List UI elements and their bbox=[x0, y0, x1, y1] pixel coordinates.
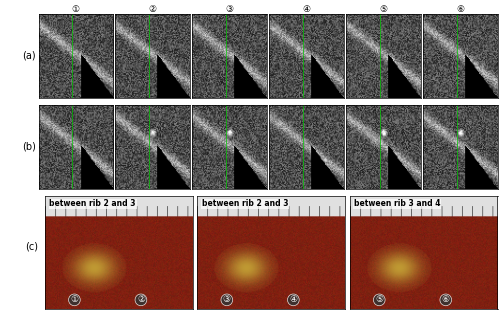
Text: ④: ④ bbox=[290, 295, 298, 305]
Text: between rib 2 and 3: between rib 2 and 3 bbox=[202, 199, 288, 208]
Title: ④: ④ bbox=[302, 5, 310, 14]
Title: ⑥: ⑥ bbox=[456, 5, 464, 14]
Text: ①: ① bbox=[70, 295, 78, 305]
Title: ⑤: ⑤ bbox=[380, 5, 388, 14]
Title: ②: ② bbox=[148, 5, 156, 14]
Text: ③: ③ bbox=[223, 295, 231, 305]
Text: between rib 3 and 4: between rib 3 and 4 bbox=[354, 199, 440, 208]
Text: (a): (a) bbox=[22, 51, 36, 61]
Title: ①: ① bbox=[72, 5, 80, 14]
Title: ③: ③ bbox=[226, 5, 234, 14]
Text: ⑥: ⑥ bbox=[442, 295, 450, 305]
Text: ⑤: ⑤ bbox=[375, 295, 384, 305]
Text: (b): (b) bbox=[22, 142, 36, 152]
Text: ②: ② bbox=[137, 295, 145, 305]
Text: between rib 2 and 3: between rib 2 and 3 bbox=[50, 199, 136, 208]
Text: (c): (c) bbox=[25, 242, 38, 252]
